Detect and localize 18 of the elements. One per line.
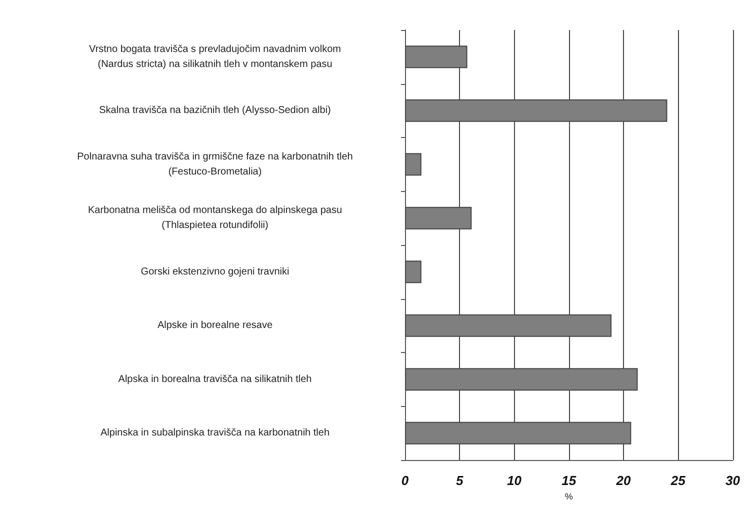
x-tick-label: 5 (456, 473, 464, 488)
bar (405, 153, 422, 176)
y-tick-label: Gorski ekstenzivno gojeni travniki (140, 266, 290, 278)
y-tick-label: Polnaravna suha travišča in grmiščne faze na karbonatnih tleh (Festuco-Brometalia) (77, 151, 353, 178)
x-axis-title: % (564, 491, 573, 502)
y-tick-label: Alpska in borealna travišča na silikatnih tleh (118, 374, 312, 385)
y-tick-label: Alpske in borealne resave (157, 320, 273, 332)
x-tick-label: 0 (401, 473, 410, 488)
x-tick-label: 30 (726, 473, 741, 488)
x-tick-label: 25 (670, 473, 686, 488)
bar (405, 260, 422, 284)
y-tick-label: Vrstno bogata travišča s prevladujočim navadnim volkom (Nardus stricta) na silikatnih tleh v montanskem pasu (89, 44, 341, 70)
y-tick-label: Skalna travišča na bazičnih tleh (Alysso-Sedion albi) (99, 105, 331, 116)
y-tick-label: Alpinska in subalpinska travišča na karbonatnih tleh (100, 428, 330, 439)
y-tick-label: Karbonatna melišča od montanskega do alpinskega pasu (Thlaspietea rotundifolii) (88, 205, 342, 232)
x-tick-label: 10 (507, 473, 522, 488)
x-tick-label: 20 (615, 473, 632, 488)
x-tick-label: 15 (562, 473, 577, 488)
